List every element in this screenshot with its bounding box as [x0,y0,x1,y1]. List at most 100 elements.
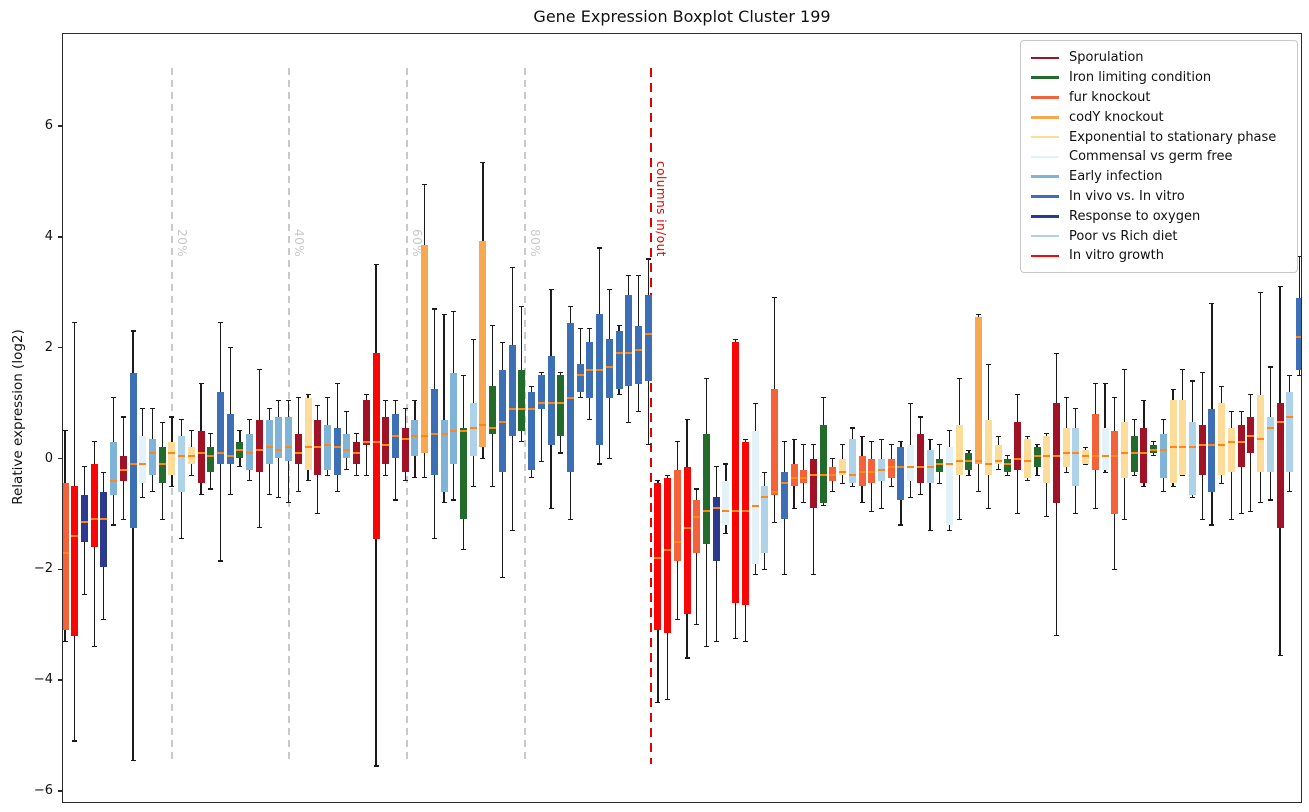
whisker-cap [781,574,787,576]
whisker-cap [1112,568,1118,570]
legend-swatch-oxy [1031,214,1059,218]
median-line [1286,415,1294,418]
legend-swatch-early [1031,175,1059,178]
median-line [926,465,934,468]
whisker-cap [1267,366,1273,368]
whisker-cap [597,463,603,465]
y-tick-label: 2 [44,339,53,355]
whisker-cap [324,474,330,476]
whisker-cap [849,485,855,487]
median-line [518,407,526,410]
box-exps [1169,400,1177,484]
whisker-cap [742,640,748,642]
whisker-cap [674,618,680,620]
whisker-cap [480,457,486,460]
whisker-cap [1170,485,1176,487]
median-line [450,429,458,432]
box-comm [946,447,954,525]
y-tick-label: −2 [33,561,53,577]
median-line [596,368,604,371]
whisker-cap [1063,396,1069,399]
whisker-cap [606,457,612,460]
box-vitro [372,353,380,539]
whisker-cap [713,640,719,642]
whisker-cap [286,502,292,504]
whisker-cap [937,482,943,485]
whisker-cap [256,369,262,371]
median-line [761,496,769,499]
whisker-cap [256,527,262,529]
whisker-cap [1044,432,1050,435]
median-line [839,471,847,474]
box-exps [1062,428,1070,467]
whisker-cap [1219,385,1225,388]
whisker-line [579,328,581,398]
whisker-cap [1034,474,1040,476]
box-vivo [1295,297,1301,370]
median-line [1130,451,1138,454]
box-spor [1140,428,1148,484]
box-exps [1257,394,1265,473]
legend-label: Commensal vs germ free [1069,149,1233,165]
median-line [1159,449,1167,452]
median-line [382,443,390,446]
whisker-cap [597,247,603,249]
whisker-cap [849,427,855,429]
whisker-cap [140,496,146,498]
box-vivo [605,339,613,398]
box-iron [158,447,166,484]
whisker-cap [344,410,350,412]
whisker-cap [538,460,544,462]
y-tick-label: 0 [44,450,53,466]
whisker-cap [247,419,253,421]
box-vivo [547,356,555,445]
whisker-cap [227,493,233,496]
whisker-cap [81,466,87,468]
whisker-cap [888,485,894,487]
box-fur [887,458,895,478]
whisker-cap [1160,491,1166,493]
whisker-cap [898,524,904,526]
whisker-cap [91,646,97,648]
whisker-cap [286,399,292,401]
legend-item: Sporulation [1031,48,1287,68]
box-cody [479,240,487,448]
whisker-cap [305,394,311,396]
median-line [469,427,477,430]
whisker-cap [140,408,146,410]
whisker-cap [247,480,253,482]
box-vivo [576,364,584,392]
whisker-cap [1180,474,1186,476]
whisker-cap [305,480,311,482]
whisker-cap [324,396,330,399]
y-tick-mark [58,790,63,792]
median-line [1227,440,1235,443]
median-line [440,432,448,435]
median-line [887,465,895,468]
median-line [1014,457,1022,460]
median-line [1208,443,1216,446]
median-line [1072,451,1080,454]
median-line [246,451,254,454]
whisker-cap [111,524,117,526]
whisker-cap [1248,394,1254,396]
box-exps [1179,400,1187,476]
whisker-cap [120,416,126,418]
median-line [809,474,817,477]
box-exps [1227,428,1235,473]
box-diet [178,436,186,492]
whisker-cap [63,640,68,642]
median-line [1150,449,1158,452]
median-line [265,446,273,449]
median-line [654,557,662,560]
box-vivo [508,344,516,437]
median-line [100,518,108,521]
whisker-cap [1228,518,1234,521]
box-fur [673,469,681,561]
whisker-cap [752,574,758,576]
box-diet [1072,428,1080,487]
median-line [528,407,536,410]
median-line [605,366,613,369]
whisker-cap [538,372,544,374]
legend-list: Sporulation Iron limiting condition fur kn… [1031,48,1287,266]
